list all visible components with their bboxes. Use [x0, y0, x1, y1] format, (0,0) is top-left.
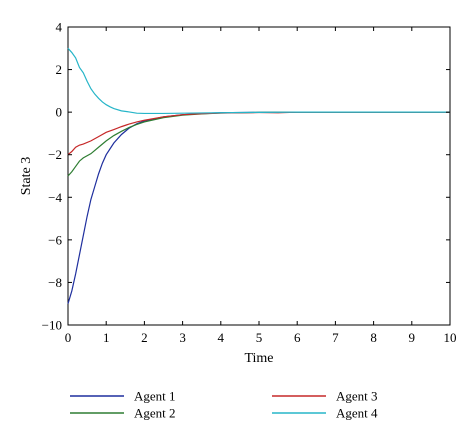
y-tick-label: 2	[56, 62, 63, 77]
legend-label-agent-4: Agent 4	[336, 406, 378, 421]
x-axis-label: Time	[244, 351, 273, 366]
x-tick-label: 1	[103, 330, 110, 345]
y-tick-label: 4	[56, 20, 63, 35]
y-tick-label: −4	[48, 190, 62, 205]
y-axis-ticks: −10 −8 −6 −4 −2 0 2 4	[42, 20, 450, 333]
x-tick-label: 0	[65, 330, 72, 345]
x-tick-label: 7	[332, 330, 339, 345]
legend-label-agent-1: Agent 1	[134, 389, 176, 404]
y-tick-label: −6	[48, 232, 62, 247]
x-tick-label: 8	[370, 330, 377, 345]
x-tick-label: 6	[294, 330, 301, 345]
plot-area: 0 1 2 3 4 5 6 7 8 9 10 −10 −8 −6 −4 −2 0 2 4	[42, 20, 457, 346]
y-tick-label: 0	[56, 105, 63, 120]
x-tick-label: 3	[179, 330, 186, 345]
y-tick-label: −10	[42, 318, 62, 333]
series-line-agent-3	[67, 111, 450, 156]
series-line-agent-4	[67, 47, 450, 115]
x-tick-label: 9	[409, 330, 416, 345]
x-tick-label: 2	[141, 330, 148, 345]
x-tick-label: 5	[256, 330, 263, 345]
series-line-agent-1	[67, 111, 450, 304]
legend: Agent 1 Agent 2 Agent 3 Agent 4	[70, 389, 378, 421]
y-axis-label: State 3	[19, 157, 34, 196]
series-lines	[67, 47, 450, 304]
x-tick-label: 4	[218, 330, 225, 345]
plot-frame	[67, 26, 451, 326]
x-tick-label: 10	[444, 330, 457, 345]
legend-label-agent-3: Agent 3	[336, 389, 378, 404]
series-line-agent-2	[67, 111, 450, 177]
y-tick-label: −2	[48, 147, 62, 162]
y-tick-label: −8	[48, 275, 62, 290]
legend-label-agent-2: Agent 2	[134, 406, 176, 421]
x-axis-ticks: 0 1 2 3 4 5 6 7 8 9 10	[65, 27, 457, 345]
